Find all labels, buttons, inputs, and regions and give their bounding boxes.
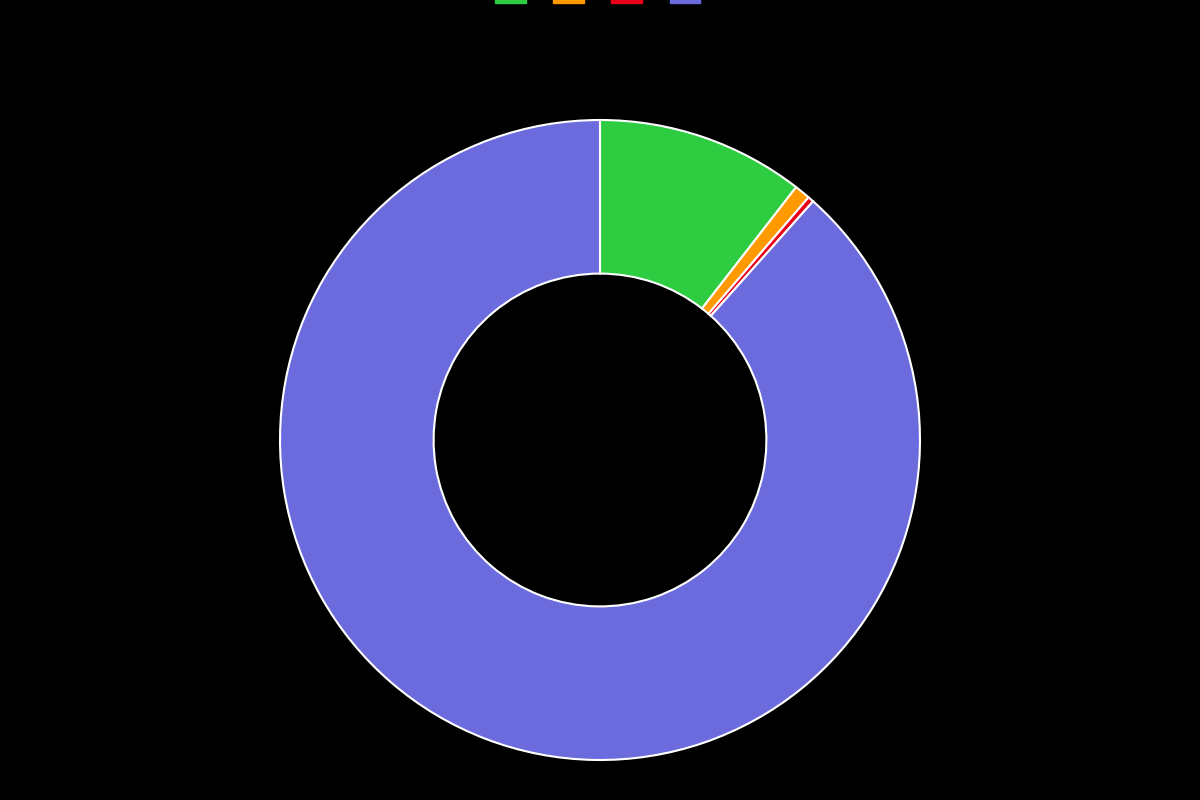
Wedge shape: [708, 198, 814, 316]
Legend: , , , : , , ,: [490, 0, 710, 11]
Wedge shape: [600, 120, 796, 309]
Wedge shape: [702, 187, 809, 314]
Wedge shape: [280, 120, 920, 760]
